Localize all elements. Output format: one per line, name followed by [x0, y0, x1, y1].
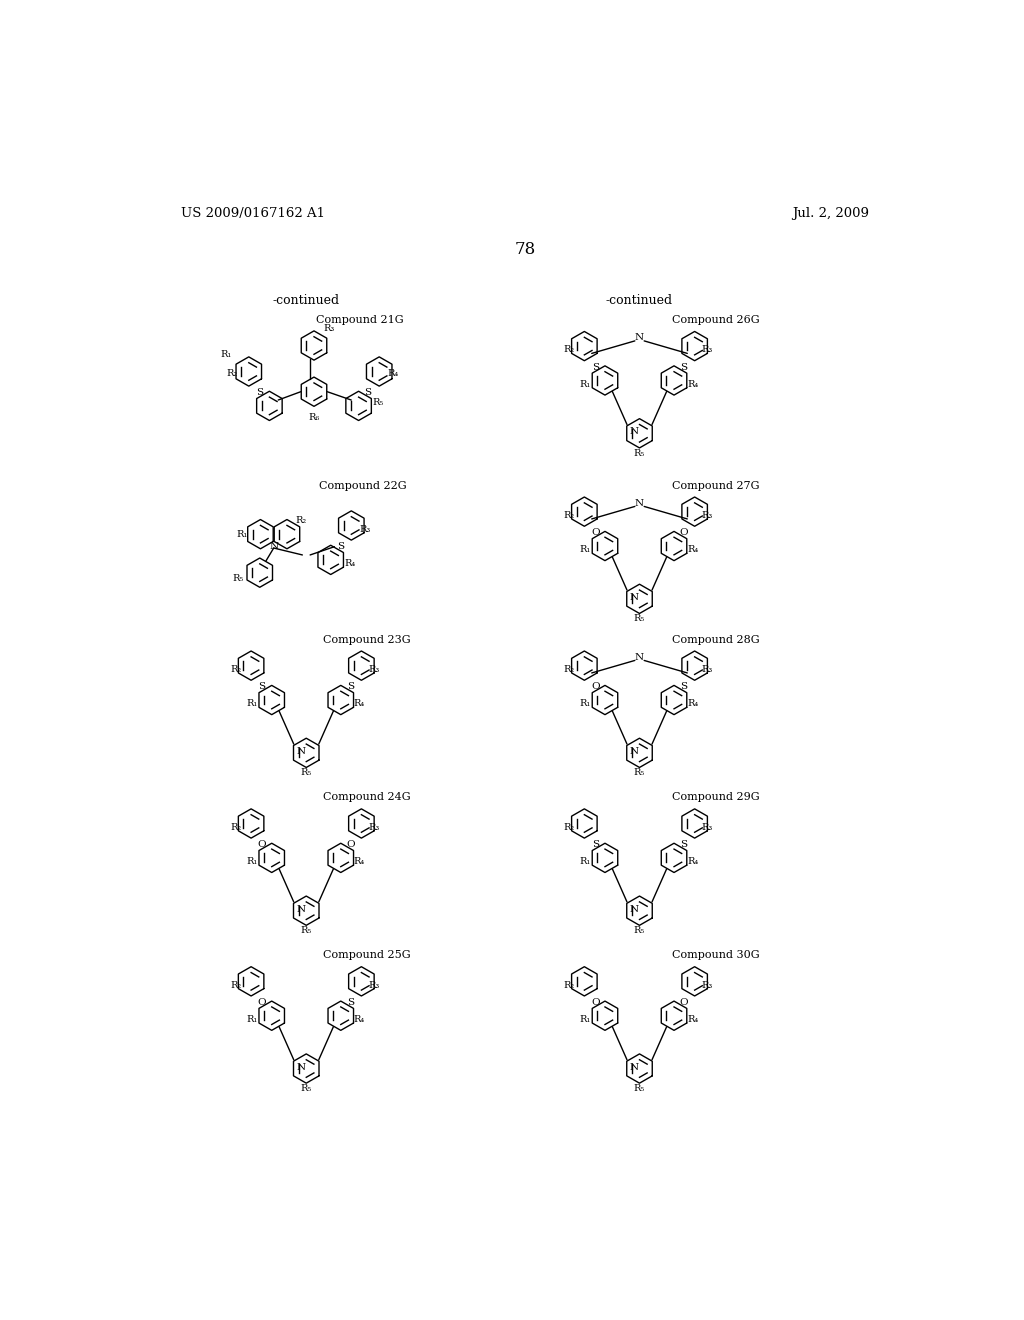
Text: O: O	[679, 528, 688, 537]
Text: R₁: R₁	[220, 350, 231, 359]
Text: R₂: R₂	[230, 665, 242, 675]
Text: R₁: R₁	[580, 1015, 591, 1024]
Text: R₆: R₆	[308, 413, 319, 422]
Text: R₃: R₃	[369, 665, 380, 675]
Text: S: S	[259, 682, 265, 692]
Text: N: N	[296, 1063, 305, 1072]
Text: R₅: R₅	[634, 614, 645, 623]
Text: R₃: R₃	[701, 981, 713, 990]
Text: N: N	[630, 593, 639, 602]
Text: Compound 22G: Compound 22G	[319, 480, 407, 491]
Text: S: S	[337, 543, 344, 552]
Text: S: S	[680, 682, 687, 692]
Text: R₂: R₂	[563, 981, 574, 990]
Text: Compound 28G: Compound 28G	[672, 635, 760, 644]
Text: R₄: R₄	[353, 1015, 365, 1024]
Text: R₅: R₅	[301, 927, 312, 935]
Text: S: S	[680, 363, 687, 372]
Text: R₃: R₃	[359, 525, 371, 533]
Text: O: O	[346, 841, 354, 849]
Text: R₃: R₃	[701, 511, 713, 520]
Text: R₅: R₅	[301, 1084, 312, 1093]
Text: Compound 29G: Compound 29G	[672, 792, 760, 803]
Text: R₂: R₂	[563, 511, 574, 520]
Text: Compound 23G: Compound 23G	[324, 635, 411, 644]
Text: R₁: R₁	[246, 857, 257, 866]
Text: O: O	[591, 998, 600, 1007]
Text: R₅: R₅	[634, 1084, 645, 1093]
Text: R₅: R₅	[373, 397, 384, 407]
Text: Compound 25G: Compound 25G	[324, 950, 411, 961]
Text: S: S	[256, 388, 263, 397]
Text: N: N	[635, 653, 644, 661]
Text: R₁: R₁	[580, 700, 591, 709]
Text: 78: 78	[514, 240, 536, 257]
Text: Jul. 2, 2009: Jul. 2, 2009	[792, 207, 869, 220]
Text: R₅: R₅	[301, 768, 312, 777]
Text: R₅: R₅	[634, 927, 645, 935]
Text: R₄: R₄	[687, 1015, 698, 1024]
Text: N: N	[635, 499, 644, 508]
Text: S: S	[347, 998, 354, 1007]
Text: Compound 24G: Compound 24G	[324, 792, 411, 803]
Text: Compound 26G: Compound 26G	[672, 315, 760, 325]
Text: R₅: R₅	[232, 574, 244, 583]
Text: R₃: R₃	[701, 346, 713, 355]
Text: N: N	[630, 747, 639, 756]
Text: R₄: R₄	[353, 700, 365, 709]
Text: R₂: R₂	[295, 516, 306, 525]
Text: O: O	[679, 998, 688, 1007]
Text: R₄: R₄	[687, 700, 698, 709]
Text: R₃: R₃	[369, 822, 380, 832]
Text: R₅: R₅	[634, 449, 645, 458]
Text: R₄: R₄	[687, 545, 698, 554]
Text: O: O	[591, 682, 600, 692]
Text: R₂: R₂	[563, 346, 574, 355]
Text: R₁: R₁	[237, 529, 248, 539]
Text: N: N	[296, 747, 305, 756]
Text: S: S	[592, 841, 599, 849]
Text: R₄: R₄	[687, 380, 698, 389]
Text: N: N	[269, 543, 279, 550]
Text: R₂: R₂	[230, 822, 242, 832]
Text: R₁: R₁	[580, 545, 591, 554]
Text: R₂: R₂	[226, 370, 238, 379]
Text: R₄: R₄	[387, 370, 398, 379]
Text: N: N	[630, 904, 639, 913]
Text: R₃: R₃	[701, 665, 713, 675]
Text: R₂: R₂	[563, 665, 574, 675]
Text: O: O	[591, 528, 600, 537]
Text: R₂: R₂	[230, 981, 242, 990]
Text: R₄: R₄	[687, 857, 698, 866]
Text: S: S	[680, 841, 687, 849]
Text: R₃: R₃	[324, 325, 335, 333]
Text: -continued: -continued	[606, 294, 673, 308]
Text: S: S	[347, 682, 354, 692]
Text: R₂: R₂	[563, 822, 574, 832]
Text: N: N	[630, 428, 639, 436]
Text: N: N	[630, 1063, 639, 1072]
Text: R₁: R₁	[246, 1015, 257, 1024]
Text: R₃: R₃	[369, 981, 380, 990]
Text: O: O	[258, 841, 266, 849]
Text: R₁: R₁	[246, 700, 257, 709]
Text: S: S	[365, 388, 372, 397]
Text: Compound 21G: Compound 21G	[315, 315, 403, 325]
Text: N: N	[296, 904, 305, 913]
Text: R₄: R₄	[353, 857, 365, 866]
Text: R₅: R₅	[634, 768, 645, 777]
Text: R₁: R₁	[580, 380, 591, 389]
Text: Compound 30G: Compound 30G	[672, 950, 760, 961]
Text: R₃: R₃	[701, 822, 713, 832]
Text: O: O	[258, 998, 266, 1007]
Text: R₄: R₄	[344, 560, 355, 568]
Text: S: S	[592, 363, 599, 372]
Text: R₁: R₁	[580, 857, 591, 866]
Text: US 2009/0167162 A1: US 2009/0167162 A1	[180, 207, 325, 220]
Text: N: N	[635, 334, 644, 342]
Text: Compound 27G: Compound 27G	[672, 480, 760, 491]
Text: -continued: -continued	[272, 294, 340, 308]
